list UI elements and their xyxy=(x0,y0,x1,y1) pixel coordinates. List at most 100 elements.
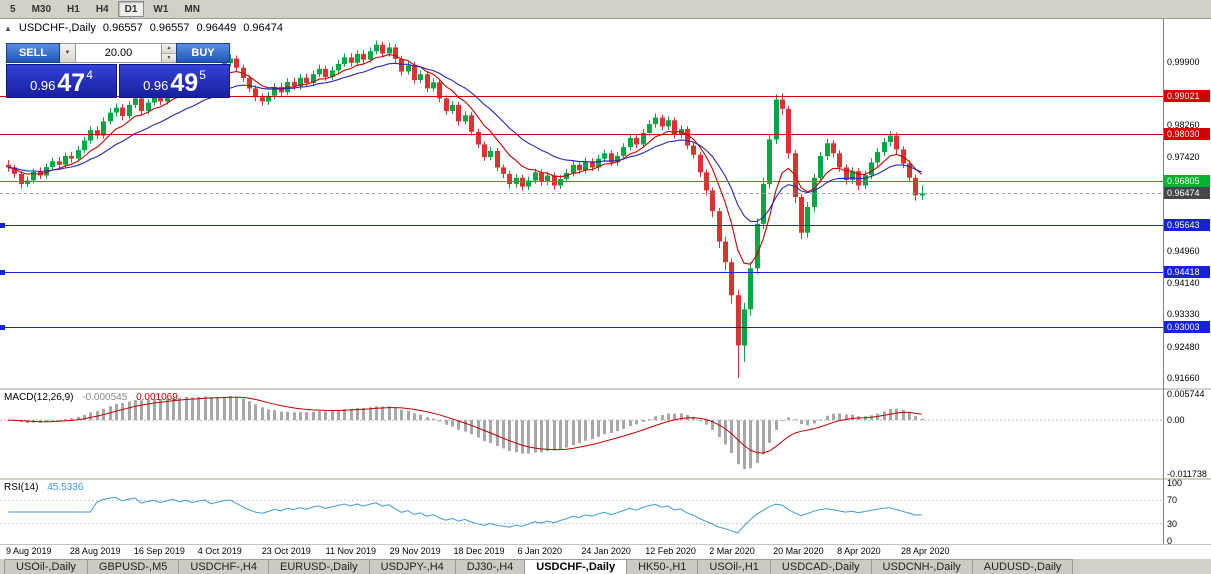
price-axis-label: 0.97420 xyxy=(1167,152,1200,163)
chart-tab-usdchf-h4[interactable]: USDCHF-,H4 xyxy=(178,559,269,574)
volume-dropdown-button[interactable]: ▼ xyxy=(60,43,76,63)
price-axis-label: 0.92480 xyxy=(1167,341,1200,352)
rsi-axis-label: 30 xyxy=(1167,518,1178,529)
chevron-down-icon: ▼ xyxy=(64,50,71,56)
pane-separator[interactable] xyxy=(0,478,1211,480)
volume-step-down-button[interactable]: ▼ xyxy=(162,53,176,62)
chart-canvas xyxy=(0,19,1211,544)
timeframe-button-M30[interactable]: M30 xyxy=(31,3,52,15)
ohlc-low: 0.96449 xyxy=(196,22,237,34)
price-axis-label: 0.99900 xyxy=(1167,56,1200,67)
chart-tab-hk50-h1[interactable]: HK50-,H1 xyxy=(626,559,699,574)
date-axis-label: 28 Apr 2020 xyxy=(901,546,950,556)
chart-symbol-period: USDCHF-,Daily xyxy=(18,22,96,34)
price-axis-label: 0.94140 xyxy=(1167,277,1200,288)
volume-step-up-button[interactable]: ▲ xyxy=(162,44,176,54)
date-axis-label: 4 Oct 2019 xyxy=(197,546,242,556)
chart-header: ▲ USDCHF-,Daily 0.96557 0.96557 0.96449 … xyxy=(4,22,283,34)
price-tag-current-price: 0.96474 xyxy=(1164,187,1210,200)
date-axis-label: 6 Jan 2020 xyxy=(517,546,562,556)
chart-window: ▲ USDCHF-,Daily 0.96557 0.96557 0.96449 … xyxy=(0,19,1211,547)
ma-line-8 xyxy=(7,54,923,265)
chart-tab-gbpusd-m5[interactable]: GBPUSD-,M5 xyxy=(86,559,180,574)
chart-tab-usoil-h1[interactable]: USOil-,H1 xyxy=(697,559,771,574)
rsi-axis-label: 100 xyxy=(1167,477,1183,488)
date-axis-label: 12 Feb 2020 xyxy=(645,546,696,556)
price-tag-resistance: 0.98030 xyxy=(1164,127,1210,140)
price-tag-pivot: 0.96805 xyxy=(1164,174,1210,187)
volume-input[interactable]: 20.00 xyxy=(76,43,162,63)
date-axis-label: 8 Apr 2020 xyxy=(837,546,881,556)
buy-button[interactable]: BUY xyxy=(176,43,230,63)
date-axis-label: 28 Aug 2019 xyxy=(69,546,121,556)
ohlc-open: 0.96557 xyxy=(102,22,143,34)
timeframe-button-H4[interactable]: H4 xyxy=(95,3,109,15)
price-axis-label: 0.94960 xyxy=(1167,246,1200,257)
time-axis[interactable]: 9 Aug 2019 28 Aug 2019 16 Sep 2019 4 Oct 20… xyxy=(0,544,1211,558)
macd-title: MACD(12,26,9) xyxy=(4,392,74,403)
chart-tab-usdcnh-daily[interactable]: USDCNH-,Daily xyxy=(870,559,973,574)
date-axis-label: 2 Mar 2020 xyxy=(709,546,755,556)
rsi-title: RSI(14) xyxy=(4,482,39,493)
collapse-panel-arrow-icon[interactable]: ▲ xyxy=(4,23,12,33)
chart-tab-usdcad-daily[interactable]: USDCAD-,Daily xyxy=(769,559,872,574)
sell-price-base: 0.96 xyxy=(30,78,56,93)
line-anchor[interactable] xyxy=(0,223,5,229)
timeframe-button-W1[interactable]: W1 xyxy=(153,3,169,15)
macd-indicator-label: MACD(12,26,9) -0.000545 0.001069 xyxy=(4,392,178,403)
price-tag-resistance: 0.99021 xyxy=(1164,89,1210,102)
timeframe-button-H1[interactable]: H1 xyxy=(67,3,80,15)
date-axis-label: 23 Oct 2019 xyxy=(261,546,311,556)
price-axis-label: 0.91660 xyxy=(1167,373,1200,384)
price-axis-label: 0.93330 xyxy=(1167,308,1200,319)
date-axis-label: 29 Nov 2019 xyxy=(389,546,441,556)
macd-value-signal: 0.001069 xyxy=(136,392,178,403)
macd-signal-line xyxy=(7,396,922,454)
chart-tab-dj30-h4[interactable]: DJ30-,H4 xyxy=(454,559,526,574)
macd-axis-label: 0.00 xyxy=(1167,415,1185,426)
buy-price-pipette: 5 xyxy=(199,68,206,82)
one-click-trading-panel: SELL ▼ 20.00 ▲ ▼ BUY 0.96 47 4 0.96 49 xyxy=(6,43,230,98)
ohlc-close: 0.96474 xyxy=(243,22,283,34)
chart-tab-usdchf-daily[interactable]: USDCHF-,Daily xyxy=(524,559,628,574)
chart-tab-usoil-daily[interactable]: USOil-,Daily xyxy=(4,559,88,574)
line-anchor[interactable] xyxy=(0,270,5,276)
timeframe-button-D1[interactable]: D1 xyxy=(117,1,145,17)
chart-tab-usdjpy-h4[interactable]: USDJPY-,H4 xyxy=(368,559,456,574)
sell-button[interactable]: SELL xyxy=(6,43,60,63)
volume-stepper: ▲ ▼ xyxy=(162,43,176,63)
date-axis-label: 9 Aug 2019 xyxy=(6,546,52,556)
price-axis-label: 0.98260 xyxy=(1167,119,1200,130)
date-axis-label: 18 Dec 2019 xyxy=(453,546,505,556)
line-anchor[interactable] xyxy=(0,324,5,330)
timeframe-toolbar: 5 M30 H1 H4 D1 W1 MN xyxy=(0,0,1211,19)
chart-tab-eurusd-daily[interactable]: EURUSD-,Daily xyxy=(268,559,370,574)
macd-value-histogram: -0.000545 xyxy=(82,392,128,403)
timeframe-button-MN[interactable]: MN xyxy=(184,3,200,15)
buy-price-display[interactable]: 0.96 49 5 xyxy=(119,64,230,98)
timeframe-button-5[interactable]: 5 xyxy=(10,3,16,15)
rsi-axis-label: 70 xyxy=(1167,495,1178,506)
rsi-axis-label: 0 xyxy=(1167,536,1173,547)
price-tag-support: 0.93003 xyxy=(1164,320,1210,333)
date-axis-label: 24 Jan 2020 xyxy=(581,546,631,556)
macd-histogram xyxy=(7,396,924,469)
candlesticks xyxy=(6,40,925,378)
sell-price-big-digits: 47 xyxy=(57,69,86,97)
date-axis-label: 16 Sep 2019 xyxy=(133,546,185,556)
chart-tab-audusd-daily[interactable]: AUDUSD-,Daily xyxy=(971,559,1074,574)
macd-axis-label: -0.011738 xyxy=(1167,469,1207,480)
price-tag-support: 0.95643 xyxy=(1164,219,1210,232)
rsi-indicator-label: RSI(14) 45.5336 xyxy=(4,482,83,493)
rsi-line xyxy=(8,496,922,534)
buy-price-base: 0.96 xyxy=(143,78,169,93)
sell-price-pipette: 4 xyxy=(86,68,93,82)
ma-line-18 xyxy=(7,62,922,223)
chart-bg xyxy=(0,19,1211,544)
date-axis-label: 20 Mar 2020 xyxy=(773,546,824,556)
pane-separator[interactable] xyxy=(0,388,1211,390)
sell-price-display[interactable]: 0.96 47 4 xyxy=(6,64,117,98)
buy-price-big-digits: 49 xyxy=(170,69,199,97)
price-tag-support: 0.94418 xyxy=(1164,266,1210,279)
